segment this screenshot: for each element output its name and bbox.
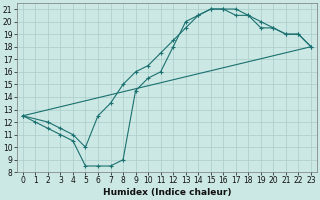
- X-axis label: Humidex (Indice chaleur): Humidex (Indice chaleur): [103, 188, 231, 197]
